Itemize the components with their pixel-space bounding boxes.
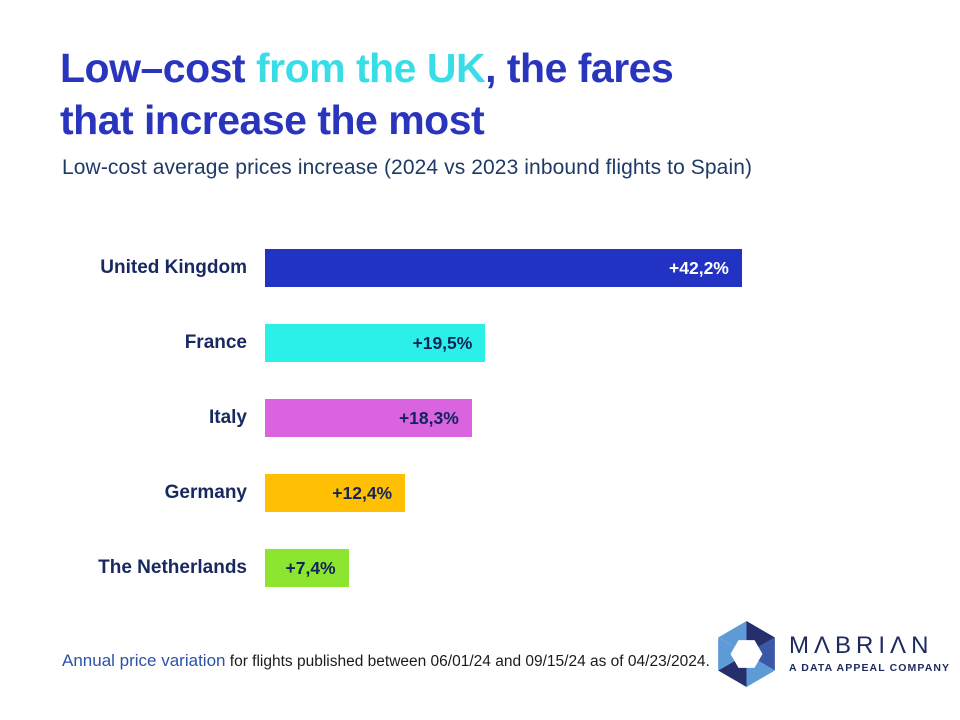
bar: +42,2% <box>265 249 742 287</box>
bar-chart: United Kingdom +42,2% France +19,5% Italy +18… <box>0 249 960 624</box>
chart-row: Italy +18,3% <box>0 399 960 437</box>
mabrian-logo: MΛBRIΛN A DATA APPEAL COMPANY <box>717 621 950 687</box>
chart-row: France +19,5% <box>0 324 960 362</box>
category-label: Germany <box>164 482 247 503</box>
bar-chart-rows: United Kingdom +42,2% France +19,5% Italy +18… <box>0 249 960 587</box>
bar-value-label: +19,5% <box>412 332 473 353</box>
title-highlight: from the UK <box>255 45 486 91</box>
bar-value-label: +18,3% <box>398 407 459 428</box>
bar: +19,5% <box>265 324 486 362</box>
bar: +12,4% <box>265 474 406 512</box>
title-line2: that increase the most <box>60 97 485 143</box>
footnote: Annual price variation for flights publi… <box>62 651 710 671</box>
category-label: France <box>184 332 247 353</box>
mabrian-hexagon-icon <box>718 621 775 687</box>
chart-row: Germany +12,4% <box>0 474 960 512</box>
logo-wordmark: MΛBRIΛN <box>789 632 934 659</box>
chart-subtitle: Low-cost average prices increase (2024 v… <box>62 156 753 179</box>
category-label: Italy <box>208 407 247 428</box>
footnote-rest: for flights published between 06/01/24 a… <box>225 653 710 670</box>
category-label: The Netherlands <box>98 557 247 578</box>
page-title: Low–cost from the UK, the fares that inc… <box>60 42 674 146</box>
bar: +7,4% <box>265 549 349 587</box>
logo-tagline: A DATA APPEAL COMPANY <box>789 662 951 674</box>
bar-value-label: +7,4% <box>285 557 336 578</box>
chart-row: United Kingdom +42,2% <box>0 249 960 287</box>
footnote-highlight: Annual price variation <box>62 651 226 670</box>
title-line1-part1: Low–cost <box>60 45 256 91</box>
chart-row: The Netherlands +7,4% <box>0 549 960 587</box>
bar-value-label: +42,2% <box>669 257 729 278</box>
bar: +18,3% <box>265 399 472 437</box>
category-label: United Kingdom <box>100 257 247 278</box>
bar-value-label: +12,4% <box>332 482 393 503</box>
title-line1-part2: , the fares <box>485 45 674 91</box>
logo-text-block: MΛBRIΛN A DATA APPEAL COMPANY <box>789 621 951 675</box>
